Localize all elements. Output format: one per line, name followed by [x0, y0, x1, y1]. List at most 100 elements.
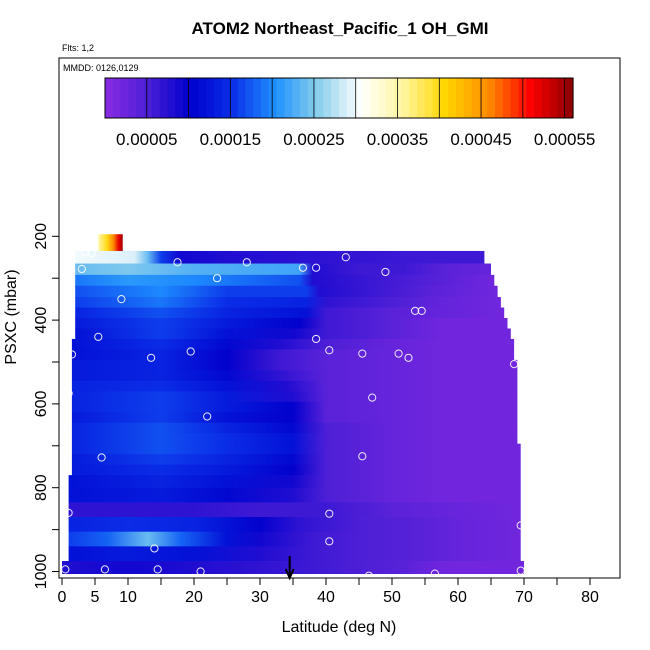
chart-title: ATOM2 Northeast_Pacific_1 OH_GMI	[192, 19, 489, 38]
heatmap-row	[68, 531, 521, 547]
colorbar-segment	[487, 78, 496, 118]
heatmap-row	[75, 285, 498, 298]
sample-point	[100, 565, 110, 574]
x-tick-label: 10	[119, 589, 137, 606]
sample-point	[64, 508, 73, 517]
colorbar-segment	[409, 78, 418, 118]
colorbar-segment	[253, 78, 262, 118]
heatmap-row	[98, 234, 123, 252]
heatmap-row	[75, 307, 505, 319]
colorbar-segment	[315, 78, 324, 118]
sample-point	[97, 453, 106, 462]
colorbar-tick-label: 0.00035	[367, 130, 428, 149]
colorbar-segment	[222, 78, 231, 118]
heatmap-row	[71, 401, 518, 413]
colorbar-segment	[346, 78, 356, 118]
flights-label: Flts: 1,2	[62, 43, 94, 53]
colorbar-segment	[362, 78, 371, 118]
colorbar-segment	[323, 78, 332, 118]
colorbar-tick-label: 0.00015	[200, 130, 261, 149]
colorbar-segment	[284, 78, 293, 118]
colorbar: 0.00005 0.00015 0.00025 0.00035 0.00045 0.000…	[104, 77, 595, 149]
sample-point	[404, 353, 413, 362]
colorbar-segment	[292, 78, 301, 118]
colorbar-segment	[261, 78, 270, 118]
sample-point	[325, 509, 334, 518]
sample-point	[87, 248, 96, 258]
colorbar-segment	[510, 78, 519, 118]
heatmap-row	[71, 391, 518, 403]
sample-point	[509, 359, 519, 369]
colorbar-segment	[245, 78, 254, 118]
heatmap-row	[71, 349, 515, 361]
colorbar-segment	[229, 78, 239, 118]
heatmap-row	[75, 274, 495, 287]
colorbar-segment	[331, 78, 340, 118]
heatmap-row	[71, 443, 521, 455]
colorbar-segment	[190, 78, 200, 118]
sample-point	[213, 274, 222, 283]
colorbar-segment	[105, 78, 114, 118]
x-tick-label: 70	[515, 589, 533, 606]
colorbar-segment	[463, 78, 473, 118]
colorbar-segment	[198, 78, 207, 118]
sample-point	[77, 264, 86, 274]
colorbar-segment	[417, 78, 426, 118]
heatmap-row	[62, 561, 524, 574]
sample-point	[358, 452, 367, 461]
heatmap-row	[71, 422, 518, 434]
sample-point	[341, 253, 350, 262]
sample-point	[325, 537, 334, 546]
sample-point	[196, 567, 205, 576]
y-tick-label: 400	[33, 307, 50, 334]
data-points	[61, 230, 525, 580]
colorbar-segment	[401, 78, 410, 118]
sample-point	[81, 248, 90, 257]
sample-point	[364, 571, 373, 580]
heatmap-cells	[62, 234, 524, 574]
colorbar-segment	[541, 78, 551, 118]
colorbar-segment	[534, 78, 543, 118]
sample-point	[64, 389, 73, 398]
sample-point	[242, 258, 251, 267]
y-tick-label: 200	[33, 223, 50, 250]
colorbar-segment	[120, 78, 129, 118]
y-tick-label: 600	[33, 390, 50, 417]
sample-point	[312, 263, 321, 272]
heatmap-row	[71, 338, 515, 350]
heatmap-row	[75, 250, 485, 264]
colorbar-segment	[175, 78, 184, 118]
colorbar-segment	[370, 78, 379, 118]
colorbar-segment	[159, 78, 168, 118]
x-tick-label: 40	[317, 589, 335, 606]
colorbar-segment	[385, 78, 395, 118]
colorbar-segment	[424, 78, 434, 118]
x-tick-label: 20	[185, 589, 203, 606]
sample-point	[203, 412, 212, 421]
colorbar-frame	[104, 77, 574, 119]
colorbar-segment	[144, 78, 153, 118]
sample-point	[368, 393, 377, 402]
colorbar-segment	[526, 78, 535, 118]
colorbar-segment	[276, 78, 285, 118]
sample-point	[516, 566, 525, 575]
sample-point	[67, 350, 77, 359]
colorbar-tick-label: 0.00045	[450, 130, 511, 149]
heatmap-row	[68, 517, 521, 533]
x-tick-label: 0	[58, 589, 67, 606]
heatmap-row	[75, 328, 511, 340]
sample-point	[173, 230, 182, 239]
sample-point	[477, 242, 486, 251]
heatmap-row	[68, 546, 521, 562]
colorbar-segment	[456, 78, 465, 118]
colorbar-tick-label: 0.00005	[116, 130, 177, 149]
x-tick-label: 60	[449, 589, 467, 606]
sample-point	[153, 565, 162, 574]
x-tick-label: 50	[383, 589, 401, 606]
colorbar-segment	[448, 78, 457, 118]
heatmap-row	[71, 433, 518, 445]
sample-point	[147, 353, 156, 362]
colorbar-segment	[557, 78, 566, 118]
colorbar-segment	[268, 78, 278, 118]
heatmap-row	[75, 297, 501, 308]
